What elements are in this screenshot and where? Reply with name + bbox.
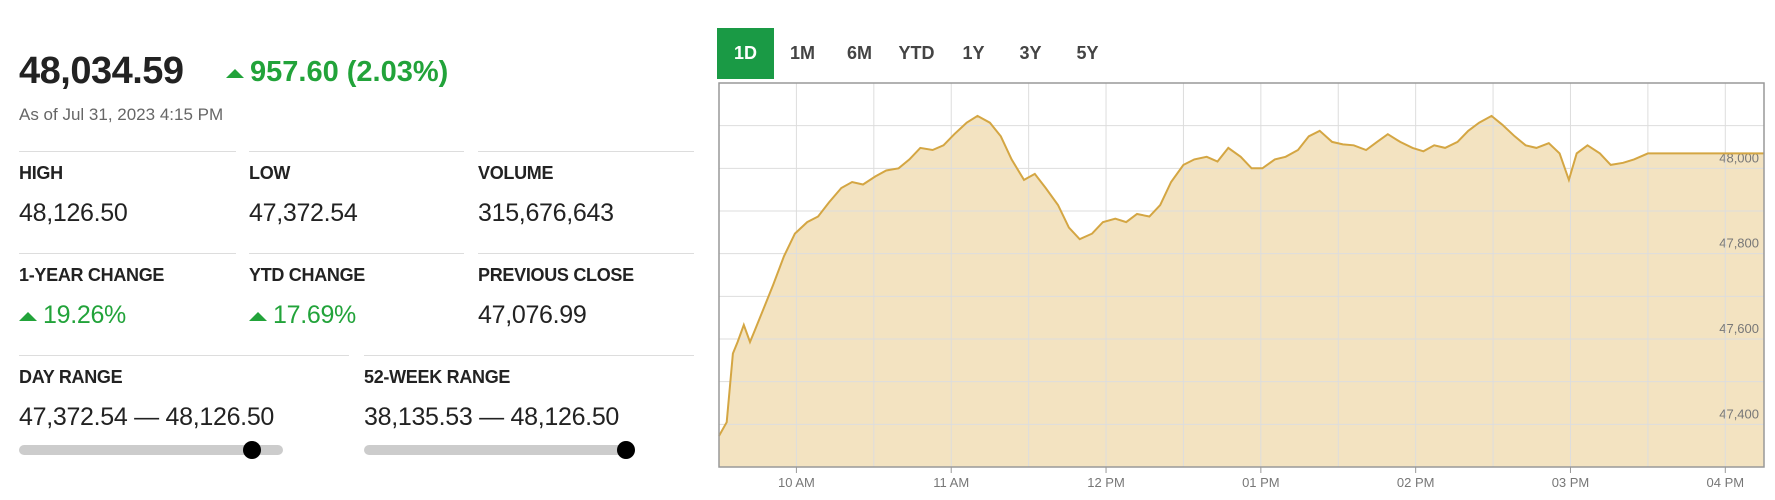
range-tab[interactable]: 1Y xyxy=(962,43,985,63)
range-marker xyxy=(243,441,261,459)
stat-value: 48,126.50 xyxy=(19,199,128,228)
divider xyxy=(249,253,464,254)
index-value: 48,034.59 xyxy=(19,50,184,92)
range-track xyxy=(364,445,635,455)
x-tick-label: 12 PM xyxy=(1087,475,1125,490)
stat-value-text: 47,076.99 xyxy=(478,301,587,329)
range-tab[interactable]: 5Y xyxy=(1076,43,1099,63)
stat-value-text: 19.26% xyxy=(43,301,126,329)
trend-icon xyxy=(226,68,244,78)
x-tick-label: 03 PM xyxy=(1552,475,1590,490)
change-text: 957.60 (2.03%) xyxy=(250,56,449,88)
stat-label: HIGH xyxy=(19,163,63,183)
stat-value: 19.26% xyxy=(19,301,126,330)
divider xyxy=(478,253,694,254)
divider xyxy=(249,151,464,152)
range-tab[interactable]: 3Y xyxy=(1019,43,1042,63)
y-tick-label: 47,800 xyxy=(1719,236,1759,251)
stat-label: 1-YEAR CHANGE xyxy=(19,265,165,285)
as-of: As of Jul 31, 2023 4:15 PM xyxy=(19,105,224,124)
trend-icon xyxy=(249,311,267,321)
x-tick-label: 02 PM xyxy=(1397,475,1435,490)
range-track xyxy=(19,445,283,455)
y-tick-label: 47,400 xyxy=(1719,406,1759,421)
x-tick-label: 01 PM xyxy=(1242,475,1280,490)
stat-label: VOLUME xyxy=(478,163,554,183)
stat-value: 47,076.99 xyxy=(478,301,587,330)
x-tick-label: 04 PM xyxy=(1707,475,1745,490)
stat-value-text: 47,372.54 xyxy=(249,199,358,227)
stat-value-text: 315,676,643 xyxy=(478,199,614,227)
price-line xyxy=(718,114,1764,437)
y-tick-label: 47,600 xyxy=(1719,321,1759,336)
divider xyxy=(478,151,694,152)
divider xyxy=(19,151,236,152)
divider xyxy=(19,355,349,356)
stat-label: LOW xyxy=(249,163,291,183)
stat-value: 17.69% xyxy=(249,301,356,330)
stat-value-text: 48,126.50 xyxy=(19,199,128,227)
stat-value: 47,372.54 xyxy=(249,199,358,228)
range-marker xyxy=(617,441,635,459)
range-value: 47,372.54 — 48,126.50 xyxy=(19,403,275,431)
divider xyxy=(19,253,236,254)
area-fill xyxy=(719,115,1764,468)
stat-label: PREVIOUS CLOSE xyxy=(478,265,634,285)
range-label: 52-WEEK RANGE xyxy=(364,367,511,387)
x-tick-label: 10 AM xyxy=(778,475,815,490)
stat-value: 315,676,643 xyxy=(478,199,614,228)
range-tab[interactable]: 6M xyxy=(846,43,872,63)
plot-frame xyxy=(718,82,1765,468)
index-change: 957.60 (2.03%) xyxy=(226,56,448,89)
range-tab[interactable]: 1D xyxy=(717,28,774,79)
stat-value-text: 17.69% xyxy=(273,301,356,329)
trend-icon xyxy=(19,311,37,321)
x-tick-label: 11 AM xyxy=(933,475,969,490)
range-tab[interactable]: YTD xyxy=(898,43,935,63)
range-tab[interactable]: 1M xyxy=(789,43,815,63)
range-value: 38,135.53 — 48,126.50 xyxy=(364,403,620,431)
divider xyxy=(364,355,694,356)
range-label: DAY RANGE xyxy=(19,367,123,387)
stat-label: YTD CHANGE xyxy=(249,265,366,285)
